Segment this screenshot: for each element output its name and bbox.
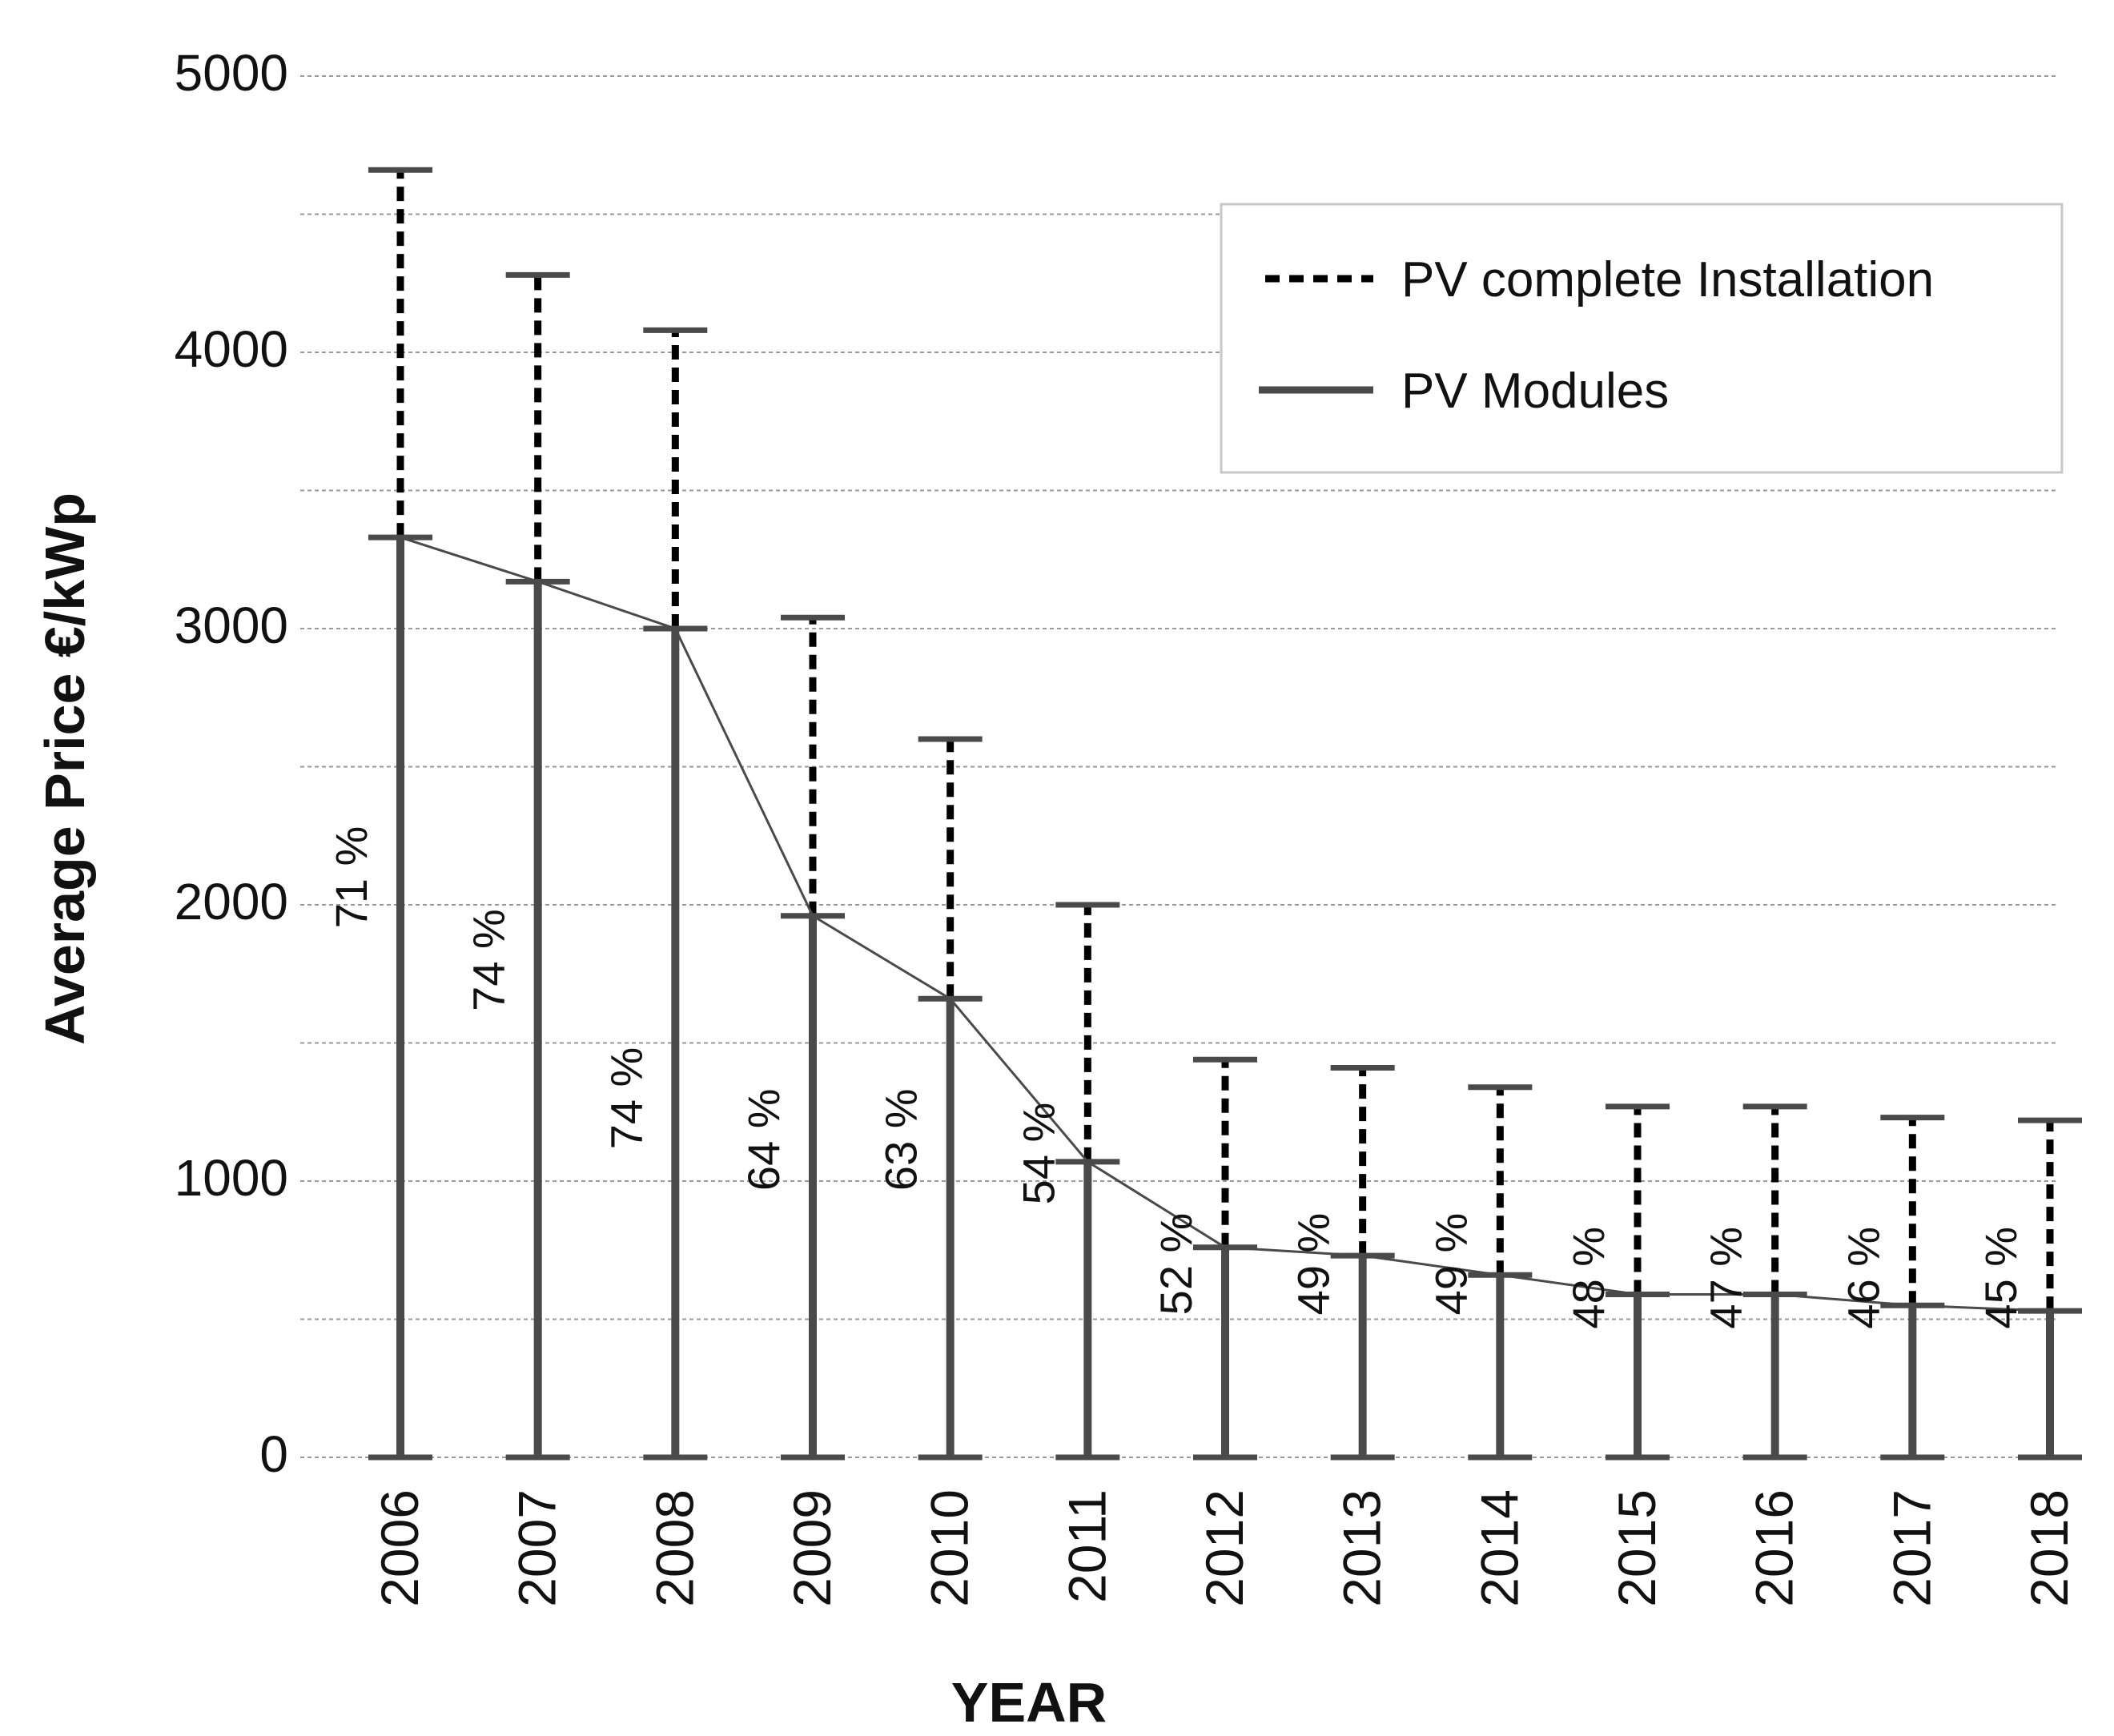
- x-tick-label: 2010: [920, 1489, 979, 1607]
- modules-trend-line: [400, 536, 2051, 1312]
- share-label: 54 %: [1013, 1103, 1063, 1205]
- share-label: 52 %: [1151, 1213, 1201, 1316]
- share-label: 74 %: [464, 909, 514, 1011]
- x-tick-label: 2009: [782, 1489, 842, 1607]
- bars: [368, 167, 2082, 1461]
- legend-label-installation: PV complete Installation: [1401, 252, 1934, 307]
- modules-line: [400, 536, 2051, 1312]
- share-label: 48 %: [1563, 1227, 1614, 1329]
- x-tick-label: 2018: [2020, 1489, 2079, 1607]
- x-tick-label: 2017: [1882, 1489, 1941, 1607]
- y-axis-title: Average Price €/kWp: [34, 492, 96, 1045]
- y-axis-ticks: 0 1000 2000 3000 4000 5000: [175, 44, 288, 1483]
- x-tick-label: 2015: [1607, 1489, 1666, 1607]
- x-tick-label: 2016: [1745, 1489, 1804, 1607]
- share-label: 71 %: [326, 826, 376, 929]
- share-label: 47 %: [1701, 1227, 1751, 1329]
- share-label: 49 %: [1425, 1213, 1476, 1316]
- x-tick-label: 2014: [1469, 1489, 1529, 1607]
- y-tick-label: 1000: [175, 1149, 288, 1207]
- share-label: 74 %: [601, 1047, 651, 1150]
- y-tick-label: 2000: [175, 873, 288, 930]
- share-label: 49 %: [1288, 1213, 1339, 1316]
- share-labels: 71 % 74 % 74 % 64 % 63 % 54 % 52 % 49 % 49 % 48 %…: [326, 826, 2026, 1329]
- share-label: 46 %: [1838, 1227, 1888, 1329]
- share-label: 64 %: [738, 1088, 789, 1191]
- x-axis-title: YEAR: [951, 1671, 1107, 1734]
- y-tick-label: 4000: [175, 320, 288, 378]
- share-label: 45 %: [1975, 1227, 2026, 1329]
- x-tick-label: 2012: [1195, 1489, 1254, 1607]
- legend: PV complete Installation PV Modules: [1220, 203, 2064, 474]
- y-tick-label: 3000: [175, 597, 288, 654]
- y-tick-label: 5000: [175, 44, 288, 102]
- legend-box: [1220, 203, 2064, 474]
- share-label: 63 %: [876, 1088, 926, 1191]
- x-tick-label: 2007: [508, 1489, 567, 1607]
- x-tick-label: 2011: [1057, 1489, 1116, 1603]
- x-tick-label: 2008: [645, 1489, 704, 1607]
- legend-label-modules: PV Modules: [1401, 364, 1669, 419]
- x-axis-ticks: 2006 2007 2008 2009 2010 2011 2012 2013 2014 2015…: [370, 1489, 2079, 1607]
- x-tick-label: 2006: [370, 1489, 429, 1607]
- x-tick-label: 2013: [1332, 1489, 1392, 1607]
- y-tick-label: 0: [259, 1425, 288, 1483]
